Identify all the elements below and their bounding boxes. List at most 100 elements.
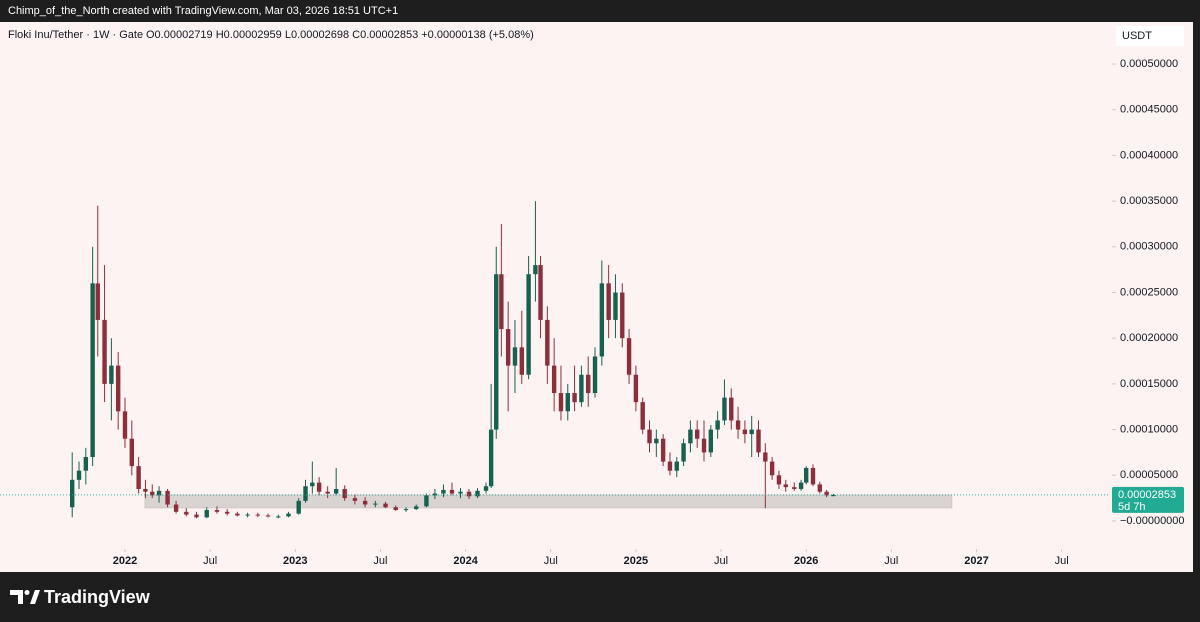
candle-body: [90, 283, 95, 457]
candle-body: [235, 513, 240, 516]
candle-body: [449, 489, 455, 494]
candle-body: [432, 493, 438, 496]
candle-body: [373, 503, 378, 505]
candle-body: [667, 461, 673, 471]
candle-body: [586, 374, 591, 394]
y-tick-label: 0.00050000: [1120, 58, 1178, 70]
candle-body: [224, 511, 230, 514]
candle-body: [729, 397, 734, 421]
candle-body: [458, 491, 463, 494]
candle-body: [122, 411, 128, 439]
x-tick-label: Jul: [1055, 555, 1069, 567]
candle-body: [414, 506, 419, 510]
candle-body: [551, 365, 557, 394]
symbol: Floki Inu/Tether · 1W · Gate: [8, 29, 143, 41]
candle-body: [640, 402, 645, 430]
candle-body: [533, 265, 538, 275]
candle-body: [310, 482, 315, 487]
candle-body: [783, 484, 788, 488]
x-tick-label: 2022: [113, 555, 137, 567]
candle-body: [817, 484, 823, 492]
candle-body: [303, 486, 308, 501]
candle-body: [545, 319, 550, 366]
candle-body: [214, 509, 220, 512]
candle-body: [735, 420, 741, 430]
candle-body: [647, 429, 652, 444]
candle-body: [109, 365, 114, 384]
candle-body: [572, 393, 577, 403]
candle-body: [776, 475, 782, 485]
logo-mark: [10, 590, 23, 604]
candle-body: [792, 487, 797, 489]
x-tick-label: Jul: [714, 555, 728, 567]
x-tick-label: 2027: [964, 555, 988, 567]
candle-body: [483, 486, 489, 491]
candle-body: [763, 452, 768, 462]
brand: TradingView: [44, 587, 151, 607]
candle-body: [383, 503, 388, 508]
candle-body: [265, 515, 271, 517]
x-tick-label: Jul: [203, 555, 217, 567]
credit: Chimp_of_the_North created with TradingV…: [8, 5, 398, 17]
x-tick-label: 2025: [624, 555, 648, 567]
candle-body: [165, 490, 170, 505]
candle-body: [654, 438, 659, 444]
candle-body: [694, 429, 700, 439]
candle-body: [204, 509, 209, 518]
candle-body: [424, 495, 429, 507]
y-tick-label: −0.00000000: [1120, 515, 1185, 527]
currency: USDT: [1122, 30, 1152, 42]
logo-dot: [24, 590, 30, 595]
candle-body: [333, 488, 339, 494]
candle-body: [565, 393, 570, 412]
candle-body: [136, 466, 141, 489]
x-tick-label: 2024: [453, 555, 478, 567]
ohlc: O0.00002719 H0.00002959 L0.00002698 C0.0…: [146, 29, 534, 41]
candle-body: [156, 490, 162, 496]
logo: [10, 590, 40, 604]
logo-slash: [30, 590, 40, 604]
candle-body: [626, 338, 632, 375]
candle-body: [76, 470, 82, 480]
candle-body: [606, 283, 611, 320]
candle-body: [715, 420, 720, 430]
candle-body: [102, 319, 107, 384]
currency-box: [1116, 26, 1184, 46]
candle-body: [342, 488, 347, 499]
candle-body: [499, 274, 504, 330]
candle-body: [592, 356, 598, 394]
candle-body: [538, 265, 543, 320]
candle-body: [681, 443, 686, 462]
y-tick-label: 0.00030000: [1120, 241, 1178, 253]
y-tick-label: 0.00005000: [1120, 469, 1178, 481]
candle-body: [701, 438, 707, 453]
x-tick-label: Jul: [884, 555, 898, 567]
candle-body: [143, 488, 148, 492]
y-tick-label: 0.00020000: [1120, 332, 1178, 344]
candle-body: [286, 513, 291, 517]
candle-body: [362, 500, 368, 505]
y-tick-label: 0.00010000: [1120, 423, 1178, 435]
y-tick-label: 0.00015000: [1120, 378, 1178, 390]
candle-body: [674, 461, 679, 471]
y-tick-label: 0.00025000: [1120, 286, 1178, 298]
candle-body: [660, 438, 666, 462]
candle-body: [831, 494, 836, 497]
candle-body: [803, 467, 809, 483]
candle-body: [245, 514, 250, 516]
candle-body: [255, 514, 261, 516]
candle-body: [558, 393, 564, 412]
candle-body: [599, 283, 605, 357]
candle-body: [173, 504, 179, 512]
candle-body: [316, 482, 322, 492]
candle-body: [505, 329, 511, 366]
range-zone: [144, 494, 953, 509]
candle-body: [115, 365, 121, 412]
candle-body: [150, 491, 155, 496]
candle-body: [688, 429, 693, 444]
candle-body: [83, 456, 89, 471]
candle-body: [526, 274, 531, 375]
candle-body: [296, 500, 301, 514]
